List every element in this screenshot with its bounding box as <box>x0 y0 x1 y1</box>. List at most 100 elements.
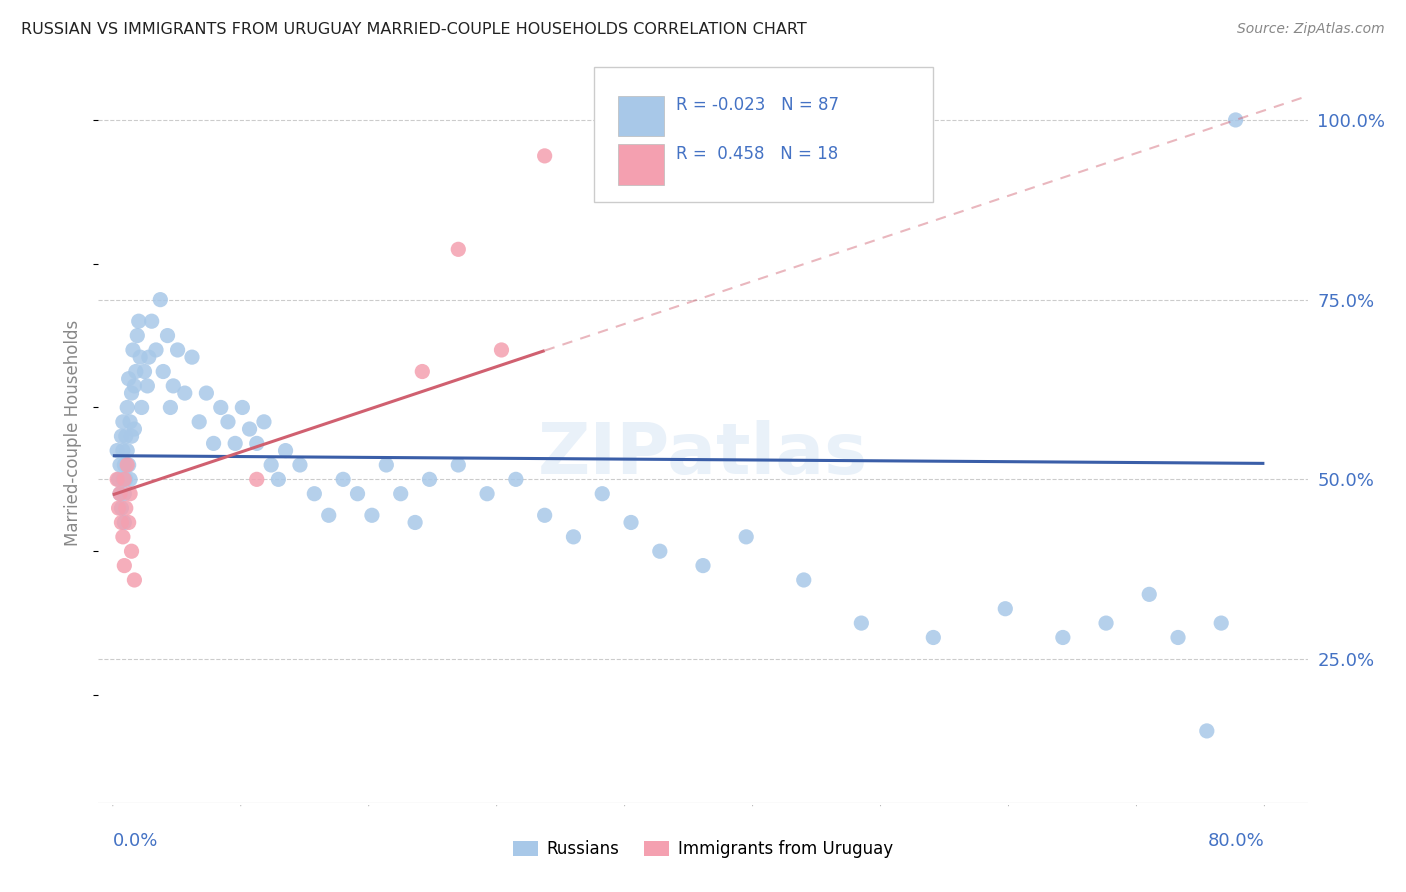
Point <box>138 350 160 364</box>
Point <box>346 486 368 500</box>
Point <box>181 350 204 364</box>
Point <box>246 472 269 486</box>
Point <box>105 472 128 486</box>
Point <box>591 486 613 500</box>
Point <box>1052 631 1074 645</box>
Point <box>141 314 163 328</box>
Point <box>122 343 145 357</box>
Point <box>112 458 135 472</box>
Point <box>152 365 174 379</box>
Point <box>304 486 326 500</box>
Point <box>361 508 384 523</box>
Point <box>231 401 253 415</box>
Point <box>162 379 184 393</box>
Point <box>166 343 188 357</box>
Point <box>491 343 513 357</box>
Point <box>1211 616 1233 631</box>
Point <box>108 486 131 500</box>
Point <box>224 436 246 450</box>
Point <box>124 379 146 393</box>
Point <box>112 472 135 486</box>
Point <box>253 415 276 429</box>
Point <box>124 573 146 587</box>
Point <box>107 501 129 516</box>
Point <box>114 429 136 443</box>
Text: RUSSIAN VS IMMIGRANTS FROM URUGUAY MARRIED-COUPLE HOUSEHOLDS CORRELATION CHART: RUSSIAN VS IMMIGRANTS FROM URUGUAY MARRI… <box>21 22 807 37</box>
Point <box>922 631 945 645</box>
Point <box>149 293 172 307</box>
Point <box>994 601 1017 615</box>
Point <box>127 328 149 343</box>
Point <box>112 558 135 573</box>
Point <box>533 149 555 163</box>
Point <box>851 616 873 631</box>
Point <box>110 501 132 516</box>
Y-axis label: Married-couple Households: Married-couple Households <box>65 319 83 546</box>
Point <box>120 415 142 429</box>
Point <box>173 386 195 401</box>
Point <box>202 436 225 450</box>
Point <box>108 486 131 500</box>
Point <box>115 458 138 472</box>
Point <box>404 516 426 530</box>
Point <box>114 501 136 516</box>
Point <box>120 472 142 486</box>
Point <box>246 436 269 450</box>
Point <box>1167 631 1189 645</box>
Text: 0.0%: 0.0% <box>112 831 159 849</box>
Point <box>110 429 132 443</box>
Point <box>411 365 433 379</box>
Point <box>735 530 758 544</box>
Point <box>562 530 585 544</box>
Point <box>475 486 498 500</box>
Point <box>260 458 283 472</box>
Point <box>447 458 470 472</box>
Point <box>1095 616 1118 631</box>
Point <box>318 508 340 523</box>
Point <box>1137 587 1160 601</box>
Point <box>111 443 134 458</box>
Point <box>159 401 181 415</box>
Point <box>111 530 134 544</box>
Point <box>121 386 143 401</box>
FancyBboxPatch shape <box>595 67 932 202</box>
Point <box>128 314 150 328</box>
Point <box>112 516 135 530</box>
Text: R =  0.458   N = 18: R = 0.458 N = 18 <box>676 145 838 162</box>
FancyBboxPatch shape <box>619 144 664 185</box>
Point <box>111 415 134 429</box>
Point <box>120 486 142 500</box>
Point <box>105 443 128 458</box>
Point <box>115 443 138 458</box>
Point <box>121 429 143 443</box>
Point <box>125 365 148 379</box>
Point <box>107 472 129 486</box>
Point <box>131 401 153 415</box>
Text: R = -0.023   N = 87: R = -0.023 N = 87 <box>676 95 839 113</box>
Point <box>389 486 412 500</box>
FancyBboxPatch shape <box>619 95 664 136</box>
Point <box>115 401 138 415</box>
Point <box>648 544 671 558</box>
Point <box>111 472 134 486</box>
Point <box>793 573 815 587</box>
Point <box>620 516 643 530</box>
Text: Source: ZipAtlas.com: Source: ZipAtlas.com <box>1237 22 1385 37</box>
Point <box>375 458 398 472</box>
Point <box>118 372 141 386</box>
Point <box>217 415 239 429</box>
Point <box>112 486 135 500</box>
Point <box>129 350 152 364</box>
Point <box>188 415 211 429</box>
Point <box>447 243 470 257</box>
Point <box>692 558 714 573</box>
Point <box>274 443 297 458</box>
Point <box>195 386 218 401</box>
Point <box>209 401 232 415</box>
Point <box>267 472 290 486</box>
Point <box>134 365 156 379</box>
Point <box>114 472 136 486</box>
Point <box>108 458 131 472</box>
Text: ZIPatlas: ZIPatlas <box>538 420 868 490</box>
Point <box>136 379 159 393</box>
